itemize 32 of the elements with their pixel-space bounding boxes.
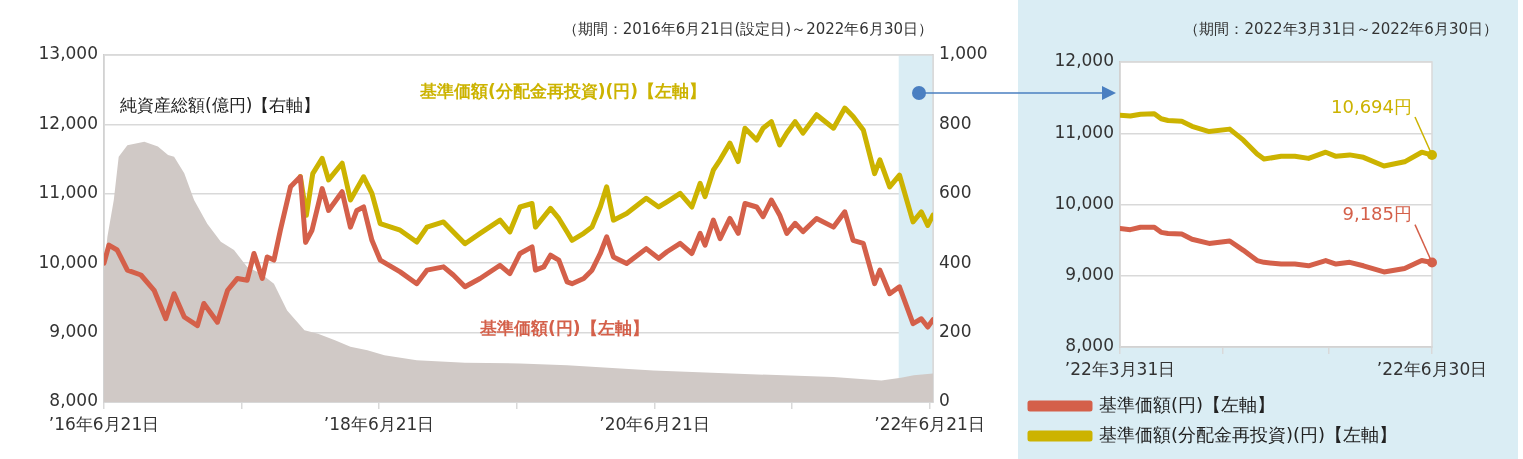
series-label: 純資産総額(億円)【右軸】 [120, 95, 321, 116]
y2-tick-label: 1,000 [939, 43, 988, 64]
chart-subtitle: （期間：2016年6月21日(設定日)～2022年6月30日） [562, 19, 933, 38]
y2-tick-label: 600 [939, 182, 972, 203]
x-tick-label: ’20年6月21日 [599, 413, 710, 434]
y-tick-label: 9,000 [49, 321, 98, 342]
y-tick-label: 11,000 [38, 182, 98, 203]
y-tick-label: 9,000 [1065, 264, 1114, 285]
y-tick-label: 13,000 [38, 43, 98, 64]
legend-label: 基準価額(円)【左軸】 [1099, 393, 1276, 415]
x-tick-label: ’22年3月31日 [1064, 358, 1176, 379]
y2-tick-label: 0 [939, 390, 950, 411]
x-tick-label: ’16年6月21日 [48, 413, 160, 434]
y-tick-label: 10,000 [38, 251, 98, 272]
x-tick-label: ’18年6月21日 [323, 413, 435, 434]
y-tick-label: 12,000 [38, 112, 98, 133]
text: 基準価額(分配金再投資)(円)【左軸】 [419, 81, 707, 102]
y2-tick-label: 400 [939, 251, 972, 272]
chart-subtitle: （期間：2022年3月31日～2022年6月30日） [1184, 19, 1498, 38]
legend-label: 基準価額(分配金再投資)(円)【左軸】 [1099, 423, 1398, 445]
y2-tick-label: 200 [939, 321, 972, 342]
text: 基準価額(円)【左軸】 [479, 318, 649, 339]
y-tick-label: 8,000 [1065, 335, 1114, 356]
y-tick-label: 11,000 [1054, 121, 1114, 142]
y2-tick-label: 800 [939, 112, 972, 133]
x-tick-label: ’22年6月21日 [874, 413, 985, 434]
y-tick-label: 8,000 [49, 390, 98, 411]
annotation: 9,185円 [1342, 203, 1412, 225]
x-tick-label: ’22年6月30日 [1376, 358, 1488, 379]
y-tick-label: 12,000 [1054, 50, 1114, 71]
annotation: 10,694円 [1331, 95, 1412, 117]
y-tick-label: 10,000 [1054, 192, 1114, 213]
